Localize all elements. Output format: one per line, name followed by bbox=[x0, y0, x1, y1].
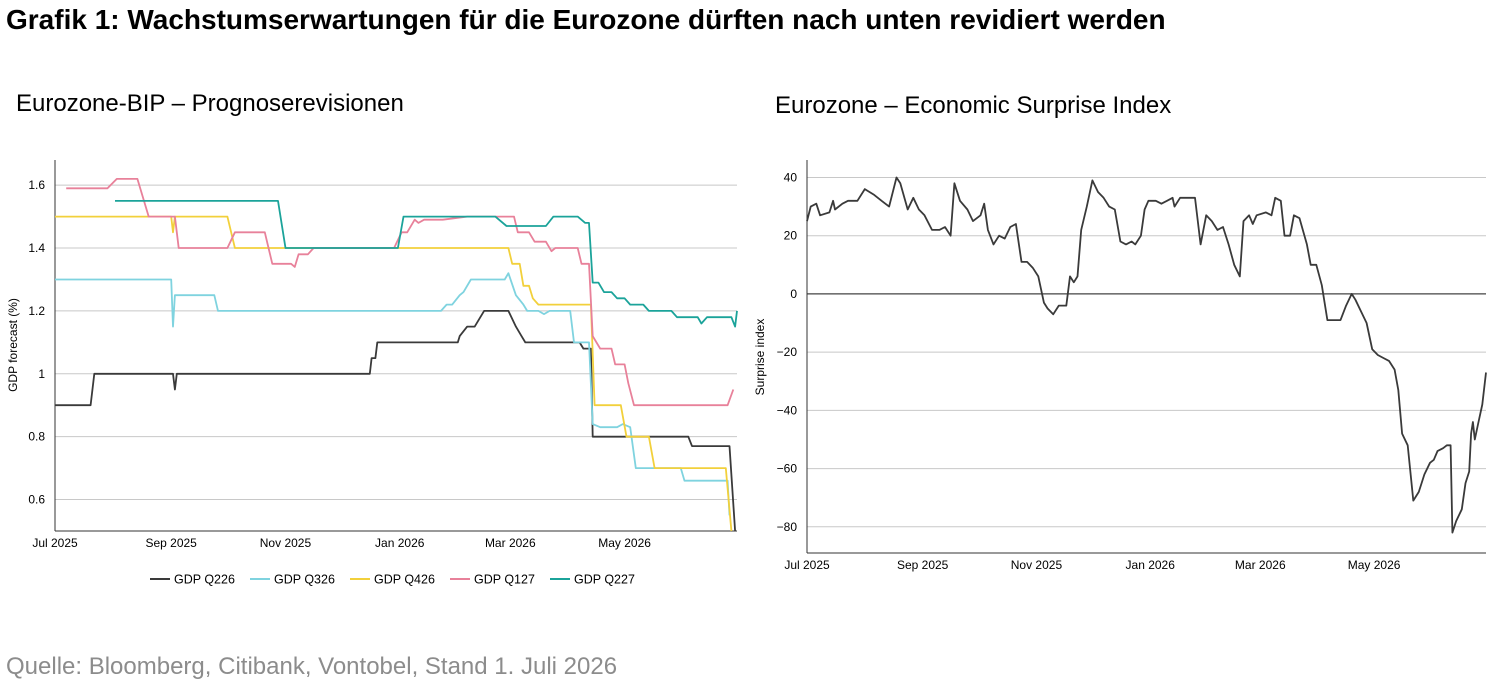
x-tick-label: Jul 2025 bbox=[784, 558, 830, 572]
legend-label: GDP Q227 bbox=[574, 573, 635, 587]
series-gdp-q127 bbox=[66, 178, 735, 407]
legend-item: GDP Q326 bbox=[250, 573, 335, 587]
legend-label: GDP Q326 bbox=[274, 573, 335, 587]
y-tick-label: 0.6 bbox=[28, 493, 45, 507]
series-gdp-q326 bbox=[55, 272, 731, 516]
x-tick-label: Jul 2025 bbox=[32, 536, 78, 550]
y-tick-label: 1.6 bbox=[28, 178, 45, 192]
legend-label: GDP Q426 bbox=[374, 573, 435, 587]
y-tick-label: 1.4 bbox=[28, 241, 45, 255]
legend-item: GDP Q226 bbox=[150, 573, 235, 587]
x-tick-label: Jan 2026 bbox=[1126, 558, 1176, 572]
left-y-axis-label: GDP forecast (%) bbox=[6, 298, 20, 392]
left-gridlines bbox=[55, 184, 737, 501]
x-tick-label: Mar 2026 bbox=[1235, 558, 1286, 572]
y-tick-label: −40 bbox=[777, 403, 798, 417]
series-gdp-q226 bbox=[55, 310, 736, 532]
y-tick-label: 1.2 bbox=[28, 304, 45, 318]
right-y-axis-label: Surprise index bbox=[753, 319, 767, 396]
y-tick-label: 1 bbox=[38, 367, 45, 381]
y-tick-label: 0.8 bbox=[28, 430, 45, 444]
right-y-ticks: 40 20 0 −20 −40 −60 −80 bbox=[777, 170, 798, 533]
x-tick-label: Nov 2025 bbox=[260, 536, 312, 550]
right-axes bbox=[806, 160, 1486, 554]
legend: GDP Q226 GDP Q326 GDP Q426 GDP Q127 GDP Q227 bbox=[150, 573, 635, 587]
x-tick-label: Mar 2026 bbox=[485, 536, 536, 550]
x-tick-label: Jan 2026 bbox=[375, 536, 425, 550]
left-x-ticks: Jul 2025 Sep 2025 Nov 2025 Jan 2026 Mar 2026… bbox=[32, 536, 651, 550]
series-gdp-q227 bbox=[115, 200, 738, 328]
source-note: Quelle: Bloomberg, Citibank, Vontobel, S… bbox=[6, 653, 618, 680]
legend-item: GDP Q127 bbox=[450, 573, 535, 587]
left-y-ticks: 0.6 0.8 1 1.2 1.4 1.6 bbox=[28, 178, 45, 506]
x-tick-label: May 2026 bbox=[1348, 558, 1401, 572]
gdp-forecast-chart: 0.6 0.8 1 1.2 1.4 1.6 Jul 2025 Sep 2025 Nov 202… bbox=[6, 160, 738, 587]
series-line bbox=[806, 176, 1487, 534]
right-x-ticks: Jul 2025 Sep 2025 Nov 2025 Jan 2026 Mar 2026… bbox=[784, 558, 1400, 572]
x-tick-label: Sep 2025 bbox=[897, 558, 949, 572]
left-chart-title: Eurozone-BIP – Prognoserevisionen bbox=[16, 90, 404, 117]
y-tick-label: 0 bbox=[790, 287, 797, 301]
left-axes bbox=[54, 160, 737, 532]
x-tick-label: May 2026 bbox=[598, 536, 651, 550]
y-tick-label: −80 bbox=[777, 520, 798, 534]
right-chart-title: Eurozone – Economic Surprise Index bbox=[775, 92, 1172, 119]
legend-label: GDP Q127 bbox=[474, 573, 535, 587]
y-tick-label: 40 bbox=[784, 170, 798, 184]
legend-item: GDP Q426 bbox=[350, 573, 435, 587]
series-gdp-q426 bbox=[55, 215, 733, 532]
y-tick-label: −20 bbox=[777, 345, 798, 359]
legend-label: GDP Q226 bbox=[174, 573, 235, 587]
left-series-group bbox=[55, 178, 738, 532]
y-tick-label: 20 bbox=[784, 229, 798, 243]
page-title: Grafik 1: Wachstumserwartungen für die E… bbox=[6, 4, 1166, 35]
x-tick-label: Nov 2025 bbox=[1011, 558, 1063, 572]
y-tick-label: −60 bbox=[777, 462, 798, 476]
x-tick-label: Sep 2025 bbox=[145, 536, 197, 550]
right-series-group bbox=[806, 176, 1487, 534]
legend-item: GDP Q227 bbox=[550, 573, 635, 587]
right-gridlines bbox=[807, 176, 1486, 528]
